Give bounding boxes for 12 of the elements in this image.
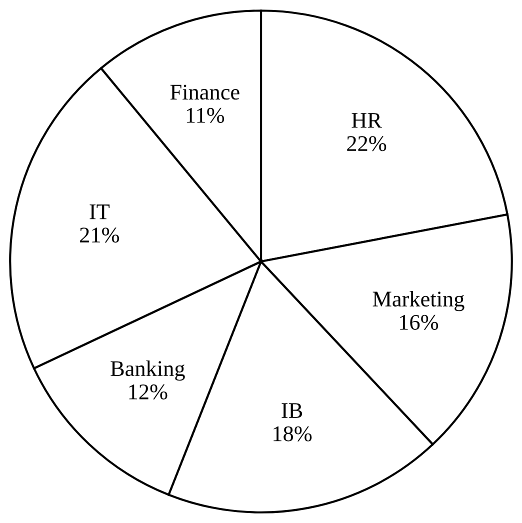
slice-label: IB [282, 403, 302, 418]
slice-label: HR [352, 113, 382, 128]
slice-label: Marketing [372, 290, 464, 312]
data-label: 18% [274, 426, 312, 442]
data-label: 21% [80, 228, 120, 243]
slice-label: Finance [170, 84, 240, 100]
data-label: 11% [186, 108, 224, 123]
slice-label: Banking [110, 360, 185, 381]
slice-label: IT [90, 204, 110, 220]
data-label: 16% [400, 314, 438, 330]
data-label: 22% [347, 136, 386, 152]
data-label: 12% [129, 384, 168, 400]
